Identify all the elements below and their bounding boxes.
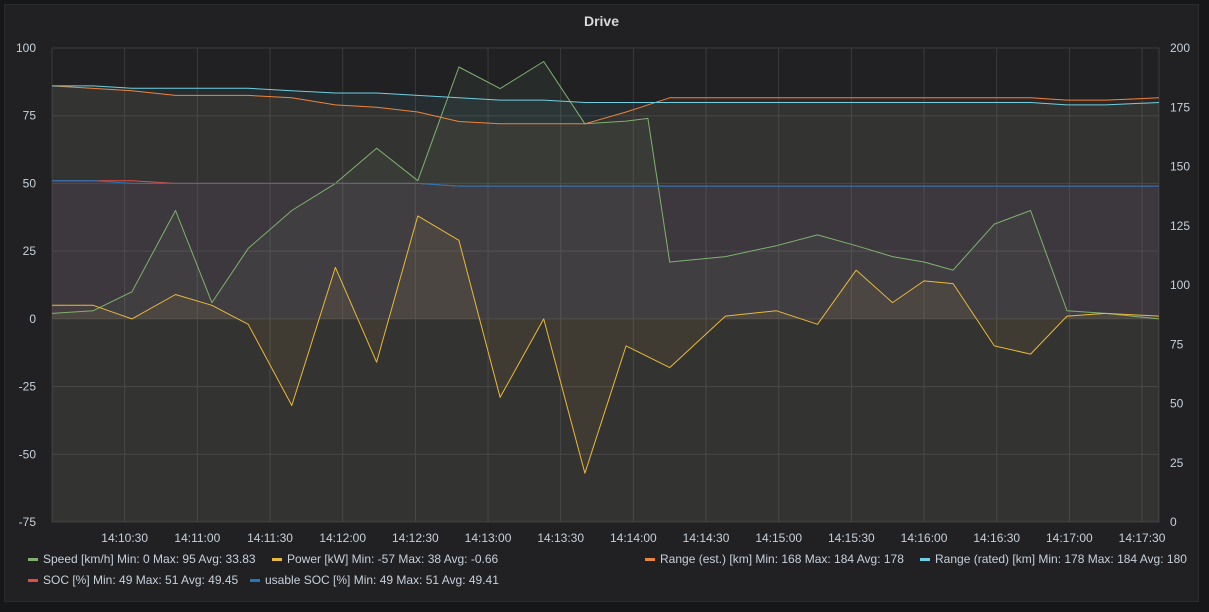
legend-item-5[interactable]: usable SOC [%] Min: 49 Max: 51 Avg: 49.4… — [250, 573, 499, 587]
series-fills — [52, 61, 1159, 523]
series-line-0[interactable] — [51, 61, 1160, 320]
legend-label: usable SOC [%] Min: 49 Max: 51 Avg: 49.4… — [265, 573, 499, 587]
x-tick-label: 14:17:30 — [1119, 531, 1166, 545]
x-tick-label: 14:15:00 — [755, 531, 802, 545]
x-tick-label: 14:13:30 — [537, 531, 584, 545]
series-area-2 — [52, 85, 1159, 523]
series-line-3[interactable] — [52, 85, 1160, 106]
legend-item-0[interactable]: Speed [km/h] Min: 0 Max: 95 Avg: 33.83 — [28, 552, 256, 566]
x-tick-label: 14:11:00 — [174, 531, 220, 545]
y-right-tick-label: 200 — [1170, 41, 1190, 55]
y-left-tick-label: -50 — [19, 447, 37, 461]
x-tick-label: 14:12:00 — [319, 531, 366, 545]
y-left-tick-label: 0 — [29, 312, 36, 326]
y-right-tick-label: 25 — [1170, 456, 1184, 470]
legend-label: SOC [%] Min: 49 Max: 51 Avg: 49.45 — [43, 573, 239, 587]
y-right-tick-label: 175 — [1170, 100, 1190, 114]
y-left-tick-label: -25 — [19, 380, 37, 394]
legend-swatch — [645, 558, 655, 561]
y-right-tick-label: 150 — [1170, 160, 1190, 174]
legend-item-3[interactable]: Range (rated) [km] Min: 178 Max: 184 Avg… — [920, 552, 1187, 566]
x-tick-label: 14:14:30 — [683, 531, 730, 545]
x-tick-label: 14:17:00 — [1046, 531, 1093, 545]
y-left-tick-label: 100 — [16, 41, 36, 55]
y-right-tick-label: 50 — [1170, 397, 1184, 411]
series-area-1 — [52, 215, 1159, 474]
legend-label: Speed [km/h] Min: 0 Max: 95 Avg: 33.83 — [43, 552, 256, 566]
legend-swatch — [250, 579, 260, 582]
series-line-1[interactable] — [52, 215, 1160, 474]
legend: Speed [km/h] Min: 0 Max: 95 Avg: 33.83 Po… — [28, 552, 1187, 587]
legend-swatch — [28, 579, 38, 582]
series-line-2[interactable] — [51, 85, 1160, 125]
series-lines — [51, 61, 1160, 474]
series-area-0 — [52, 61, 1159, 319]
legend-item-4[interactable]: SOC [%] Min: 49 Max: 51 Avg: 49.45 — [28, 573, 239, 587]
legend-label: Power [kW] Min: -57 Max: 38 Avg: -0.66 — [287, 552, 499, 566]
y-right-tick-label: 75 — [1170, 337, 1184, 351]
plot-border — [51, 47, 1160, 523]
x-tick-label: 14:10:30 — [101, 531, 148, 545]
legend-label: Range (est.) [km] Min: 168 Max: 184 Avg:… — [660, 552, 904, 566]
x-tick-label: 14:15:30 — [828, 531, 875, 545]
x-tick-label: 14:11:30 — [247, 531, 293, 545]
y-right-tick-label: 0 — [1170, 515, 1177, 529]
legend-swatch — [28, 558, 38, 561]
y-left-tick-label: -75 — [19, 515, 37, 529]
y-left-tick-label: 50 — [23, 176, 37, 190]
y-right-tick-label: 125 — [1170, 219, 1190, 233]
series-line-5[interactable] — [52, 180, 1159, 187]
legend-swatch — [920, 558, 930, 561]
series-area-4 — [52, 180, 1159, 319]
x-tick-label: 14:12:30 — [392, 531, 439, 545]
legend-item-2[interactable]: Range (est.) [km] Min: 168 Max: 184 Avg:… — [645, 552, 904, 566]
x-tick-label: 14:16:00 — [901, 531, 948, 545]
x-tick-label: 14:13:00 — [465, 531, 512, 545]
y-left-tick-label: 25 — [23, 244, 37, 258]
axes: -75 -50 -25 0 25 50 75 100 0 25 50 75 100 125 150 175 20… — [16, 41, 1190, 545]
series-area-3 — [52, 85, 1159, 523]
y-left-tick-label: 75 — [23, 109, 37, 123]
y-right-tick-label: 100 — [1170, 278, 1190, 292]
legend-label: Range (rated) [km] Min: 178 Max: 184 Avg… — [935, 552, 1187, 566]
legend-swatch — [272, 558, 282, 561]
panel-title[interactable]: Drive — [583, 13, 620, 29]
x-tick-label: 14:16:30 — [973, 531, 1020, 545]
series-area-5 — [52, 180, 1159, 319]
x-tick-label: 14:14:00 — [610, 531, 657, 545]
legend-item-1[interactable]: Power [kW] Min: -57 Max: 38 Avg: -0.66 — [272, 552, 499, 566]
